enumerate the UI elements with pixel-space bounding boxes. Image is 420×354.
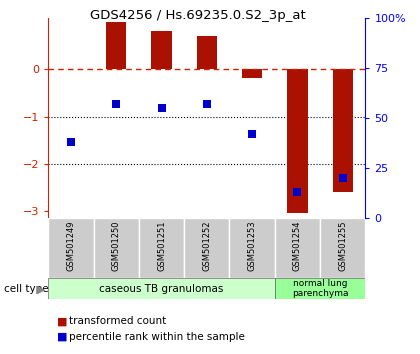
Bar bbox=[242, 69, 262, 78]
Bar bbox=[275, 278, 365, 299]
Bar bbox=[139, 218, 184, 278]
Text: GDS4256 / Hs.69235.0.S2_3p_at: GDS4256 / Hs.69235.0.S2_3p_at bbox=[89, 9, 305, 22]
Bar bbox=[229, 218, 275, 278]
Bar bbox=[275, 218, 320, 278]
Text: normal lung
parenchyma: normal lung parenchyma bbox=[292, 279, 348, 298]
Point bbox=[294, 189, 301, 195]
Point bbox=[158, 105, 165, 110]
Bar bbox=[184, 218, 229, 278]
Text: GSM501254: GSM501254 bbox=[293, 221, 302, 271]
Text: ▶: ▶ bbox=[37, 284, 45, 294]
Text: caseous TB granulomas: caseous TB granulomas bbox=[100, 284, 224, 293]
Text: GSM501251: GSM501251 bbox=[157, 221, 166, 271]
Bar bbox=[287, 69, 307, 213]
Point bbox=[113, 101, 120, 107]
Text: GSM501250: GSM501250 bbox=[112, 221, 121, 271]
Bar bbox=[94, 218, 139, 278]
Bar bbox=[48, 278, 275, 299]
Text: GSM501249: GSM501249 bbox=[66, 221, 76, 271]
Text: ■: ■ bbox=[57, 316, 67, 326]
Bar bbox=[197, 36, 217, 69]
Bar bbox=[320, 218, 365, 278]
Point bbox=[203, 101, 210, 107]
Bar bbox=[151, 31, 172, 69]
Text: percentile rank within the sample: percentile rank within the sample bbox=[69, 332, 245, 342]
Text: GSM501255: GSM501255 bbox=[338, 221, 347, 271]
Point bbox=[68, 139, 74, 144]
Point bbox=[339, 175, 346, 181]
Bar bbox=[333, 69, 353, 192]
Point bbox=[249, 131, 255, 137]
Text: GSM501253: GSM501253 bbox=[248, 221, 257, 272]
Bar bbox=[48, 218, 94, 278]
Text: cell type: cell type bbox=[4, 284, 49, 294]
Text: ■: ■ bbox=[57, 332, 67, 342]
Text: transformed count: transformed count bbox=[69, 316, 167, 326]
Bar bbox=[106, 22, 126, 69]
Text: GSM501252: GSM501252 bbox=[202, 221, 211, 271]
